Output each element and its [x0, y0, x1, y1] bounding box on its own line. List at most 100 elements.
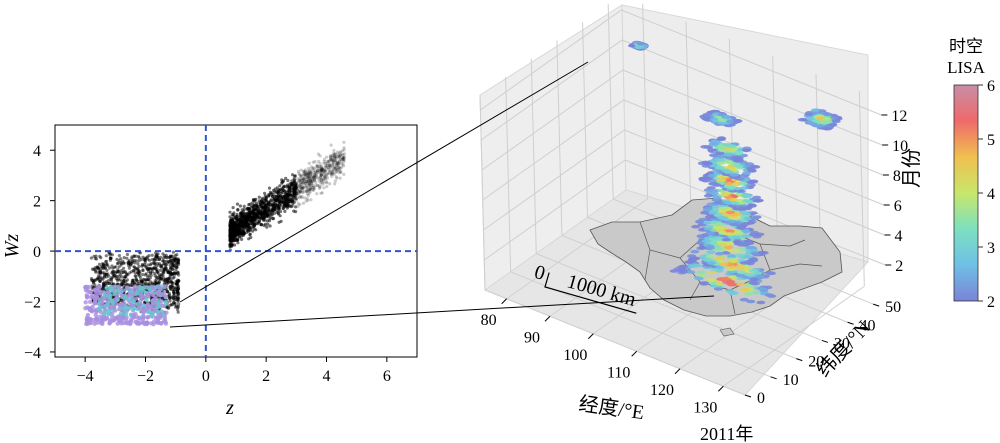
scatter-point-lisa	[123, 317, 129, 322]
scatter-point-hh	[300, 190, 304, 194]
scatter-point-hh	[331, 154, 335, 158]
scatter-point-hh	[267, 186, 272, 190]
scatter-point-ll	[159, 264, 163, 268]
scatter-point-hh	[311, 160, 315, 164]
lisa-hotspot-cell	[741, 234, 751, 238]
scatter-point-hh	[307, 176, 311, 180]
scatter-point-hh	[327, 159, 331, 163]
lisa-hotspot-cell	[726, 280, 736, 284]
scatter-point-hh	[329, 173, 333, 177]
scatter-point-hh	[308, 190, 312, 194]
scatter-point-hh	[251, 210, 255, 214]
scatter-point-lisa	[125, 285, 130, 290]
scatter-point-ll	[174, 286, 178, 290]
lisa-hotspot-cell	[721, 237, 731, 242]
lisa-hotspot-cell	[716, 137, 726, 142]
lisa-hotspot-cell	[811, 119, 821, 123]
scatter-point-hh	[318, 175, 322, 179]
scatter-point-hh	[234, 238, 238, 242]
scatter-point-hh	[265, 210, 270, 214]
scatter-point-ll	[94, 254, 98, 258]
scatter-point-hh	[324, 165, 328, 169]
lisa-hotspot-cell	[734, 156, 744, 161]
scatter-point-hh	[295, 191, 299, 195]
latitude-tick-label: 40	[860, 317, 876, 334]
scatter-point-hh	[294, 205, 298, 209]
scatter-point-hh	[311, 166, 315, 170]
lisa-hotspot-cell	[727, 254, 737, 258]
scatter-point-ll	[112, 273, 116, 277]
scatter-point-lisa	[141, 303, 146, 308]
scatter-point-ll	[140, 280, 144, 284]
scatter-point-hh	[320, 191, 324, 195]
scatter-point-hh	[312, 175, 316, 179]
scatter-point-hh	[308, 176, 312, 180]
scatter-point-ll	[122, 261, 126, 265]
lisa-hotspot-cell	[726, 119, 736, 124]
scatter-point-hh	[254, 197, 258, 201]
scatter-point-lisa	[152, 298, 158, 303]
scatter-point-ll	[101, 287, 105, 291]
scatter-point-ll	[132, 254, 136, 258]
colorbar-tick-label: 4	[987, 186, 995, 203]
scatter-point-hh	[335, 161, 339, 165]
scatter-point-lisa	[135, 301, 140, 307]
scatter-point-ll	[140, 264, 144, 268]
lisa-hotspot-cell	[732, 240, 742, 244]
lisa-hotspot-cell	[715, 281, 725, 286]
scatter-point-hh	[326, 172, 330, 176]
x-tick-label: 0	[202, 368, 210, 385]
scatter-point-hh	[236, 207, 240, 212]
scatter-point-hh	[300, 196, 304, 200]
scatter-point-hh	[271, 216, 275, 220]
scatter-point-lisa	[123, 312, 129, 317]
scatter-point-lisa	[94, 315, 99, 320]
scatter-point-hh	[315, 169, 319, 173]
scatter-point-lisa	[104, 286, 110, 291]
lisa-hotspot-cell	[736, 282, 746, 286]
scatter-point-hh	[308, 186, 312, 190]
lisa-hotspot-cell	[741, 222, 751, 226]
lisa-hotspot-cell	[738, 181, 748, 186]
scatter-point-hh	[269, 215, 273, 219]
scatter-point-lisa	[115, 321, 120, 326]
space-time-cube-panel: 80 90 100 110 120 130 0 10 20 30 40 50 2 4 6 8 10 12 经度…	[479, 3, 923, 424]
scatter-point-hh	[329, 171, 333, 176]
scatter-point-hh	[303, 181, 307, 185]
scatter-point-hh	[257, 220, 261, 224]
scatter-point-hh	[318, 171, 322, 175]
latitude-tick-mark	[744, 394, 752, 398]
scatter-point-hh	[319, 176, 323, 180]
lisa-hotspot-cell	[714, 236, 724, 241]
longitude-axis-ticks: 80 90 100 110 120 130	[481, 298, 724, 416]
scatter-point-hh	[322, 172, 326, 176]
scatter-point-hh	[286, 193, 290, 197]
scatter-point-hh	[333, 182, 337, 186]
scatter-point-hh	[332, 172, 336, 176]
scatter-point-lisa	[108, 304, 113, 309]
lisa-hotspot-cell	[705, 254, 715, 259]
scatter-point-hh	[328, 169, 332, 173]
scatter-point-ll	[90, 278, 94, 282]
scatter-point-hh	[302, 173, 306, 177]
wall-grid-line	[607, 4, 614, 200]
scatter-point-hh	[309, 174, 313, 178]
scatter-point-hh	[303, 168, 307, 172]
scatter-point-hh	[304, 173, 308, 177]
scatter-point-hh	[337, 165, 341, 169]
scatter-point-hh	[302, 172, 306, 176]
scatter-point-hh	[284, 191, 288, 195]
scatter-point-hh	[300, 180, 304, 184]
scatter-point-lisa	[158, 291, 163, 296]
scatter-point-lisa	[135, 291, 140, 296]
colorbar-title-line2: LISA	[947, 58, 986, 77]
lisa-hotspot-cell	[707, 148, 717, 152]
scatter-point-hh	[278, 184, 282, 188]
scatter-point-lisa	[103, 303, 109, 309]
scatter-point-ll	[120, 271, 124, 275]
lisa-hotspot-cell	[759, 288, 769, 293]
scatter-point-hh	[272, 203, 276, 207]
lisa-hotspot-cell	[741, 148, 751, 153]
scatter-point-hh	[334, 175, 338, 179]
scatter-point-lisa	[92, 287, 98, 293]
